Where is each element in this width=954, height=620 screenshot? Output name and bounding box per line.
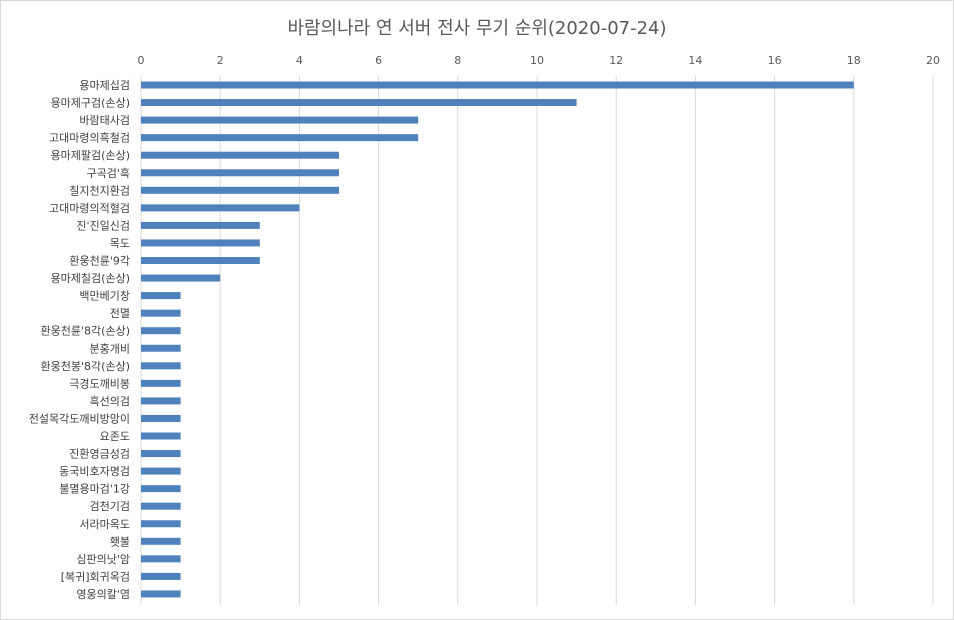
bar: [141, 257, 260, 264]
bar: [141, 239, 260, 247]
bar: [141, 362, 181, 370]
bar: [141, 292, 181, 300]
bar: [141, 204, 300, 212]
x-axis-ticks: 0 2 4 6 8 10 12 14 16 18 20: [138, 54, 941, 67]
bar: [141, 502, 181, 510]
category-label: 심판의낫'암: [76, 553, 130, 566]
x-tick-label: 10: [530, 54, 544, 67]
category-label: 바람태사검: [79, 114, 130, 127]
bar: [141, 134, 419, 142]
bar: [141, 414, 181, 422]
category-label: 진'진일신검: [76, 218, 130, 232]
category-label: 진환영금성검: [69, 448, 130, 461]
bar: [141, 450, 181, 458]
bar: [141, 309, 181, 317]
x-tick-label: 14: [688, 54, 702, 67]
category-label: 용마제구검(손상): [51, 97, 130, 110]
category-label: 칠지천지환검: [69, 183, 130, 197]
bar: [141, 221, 260, 229]
x-tick-label: 20: [926, 54, 940, 67]
bar: [141, 379, 181, 387]
bar: [141, 116, 419, 124]
bar: [141, 467, 181, 475]
x-tick-label: 12: [609, 54, 623, 67]
category-label: 환웅천륜'8각(손상): [41, 324, 130, 338]
category-label: 전설목각도깨비방망이: [29, 412, 130, 425]
category-label: 용마제십검: [79, 79, 130, 92]
category-label: 요존도: [100, 430, 130, 443]
bar: [141, 432, 181, 440]
bar: [141, 572, 181, 580]
category-label: 극경도깨비봉: [69, 377, 130, 390]
x-tick-label: 0: [138, 54, 145, 67]
bar: [141, 537, 181, 545]
category-label: 검천기검: [90, 499, 130, 513]
category-label: 고대마령의적혈검: [49, 201, 130, 215]
category-label: 전멸: [110, 307, 130, 320]
bar: [141, 397, 181, 405]
x-tick-label: 16: [768, 54, 782, 67]
bar: [141, 590, 181, 598]
bars: [141, 81, 854, 598]
bar: [141, 520, 181, 528]
bar: [141, 555, 181, 563]
bar: [141, 99, 577, 107]
x-tick-label: 4: [296, 54, 303, 67]
category-label: 용마제팔검(손상): [51, 149, 130, 162]
category-label: 고대마령의흑철검: [49, 131, 130, 145]
category-label: 백만베기창: [79, 290, 130, 303]
x-tick-label: 6: [375, 54, 382, 67]
category-label: 환웅천륜'9각: [69, 254, 130, 268]
bar: [141, 186, 339, 194]
bar: [141, 485, 181, 493]
gridlines: [140, 76, 934, 605]
bar: [141, 169, 339, 177]
x-tick-label: 2: [217, 54, 224, 67]
bar: [141, 344, 181, 352]
category-label: 환웅천봉'8각(손상): [41, 359, 130, 373]
bar: [141, 327, 181, 335]
chart-title: 바람의나라 연 서버 전사 무기 순위(2020-07-24): [287, 18, 667, 39]
category-label: 서라마옥도: [79, 518, 130, 531]
x-tick-label: 18: [847, 54, 861, 67]
category-label: 영웅의칼'염: [76, 588, 130, 601]
bar: [141, 274, 221, 282]
category-label: 분홍개비: [90, 341, 130, 355]
category-label: 동국비호자명검: [59, 465, 130, 478]
category-label: 목도: [110, 237, 130, 250]
category-label: 용마제칠검(손상): [51, 272, 130, 285]
category-label: 횃불: [110, 534, 130, 548]
bar: [141, 81, 854, 89]
category-label: 흑선의검: [90, 394, 130, 408]
category-label: 구곡검'흑: [86, 166, 130, 180]
bar: [141, 151, 339, 159]
x-tick-label: 8: [454, 54, 461, 67]
category-label: [복귀]회귀옥검: [61, 570, 130, 583]
category-label: 불멸용마검'1강: [59, 483, 130, 496]
